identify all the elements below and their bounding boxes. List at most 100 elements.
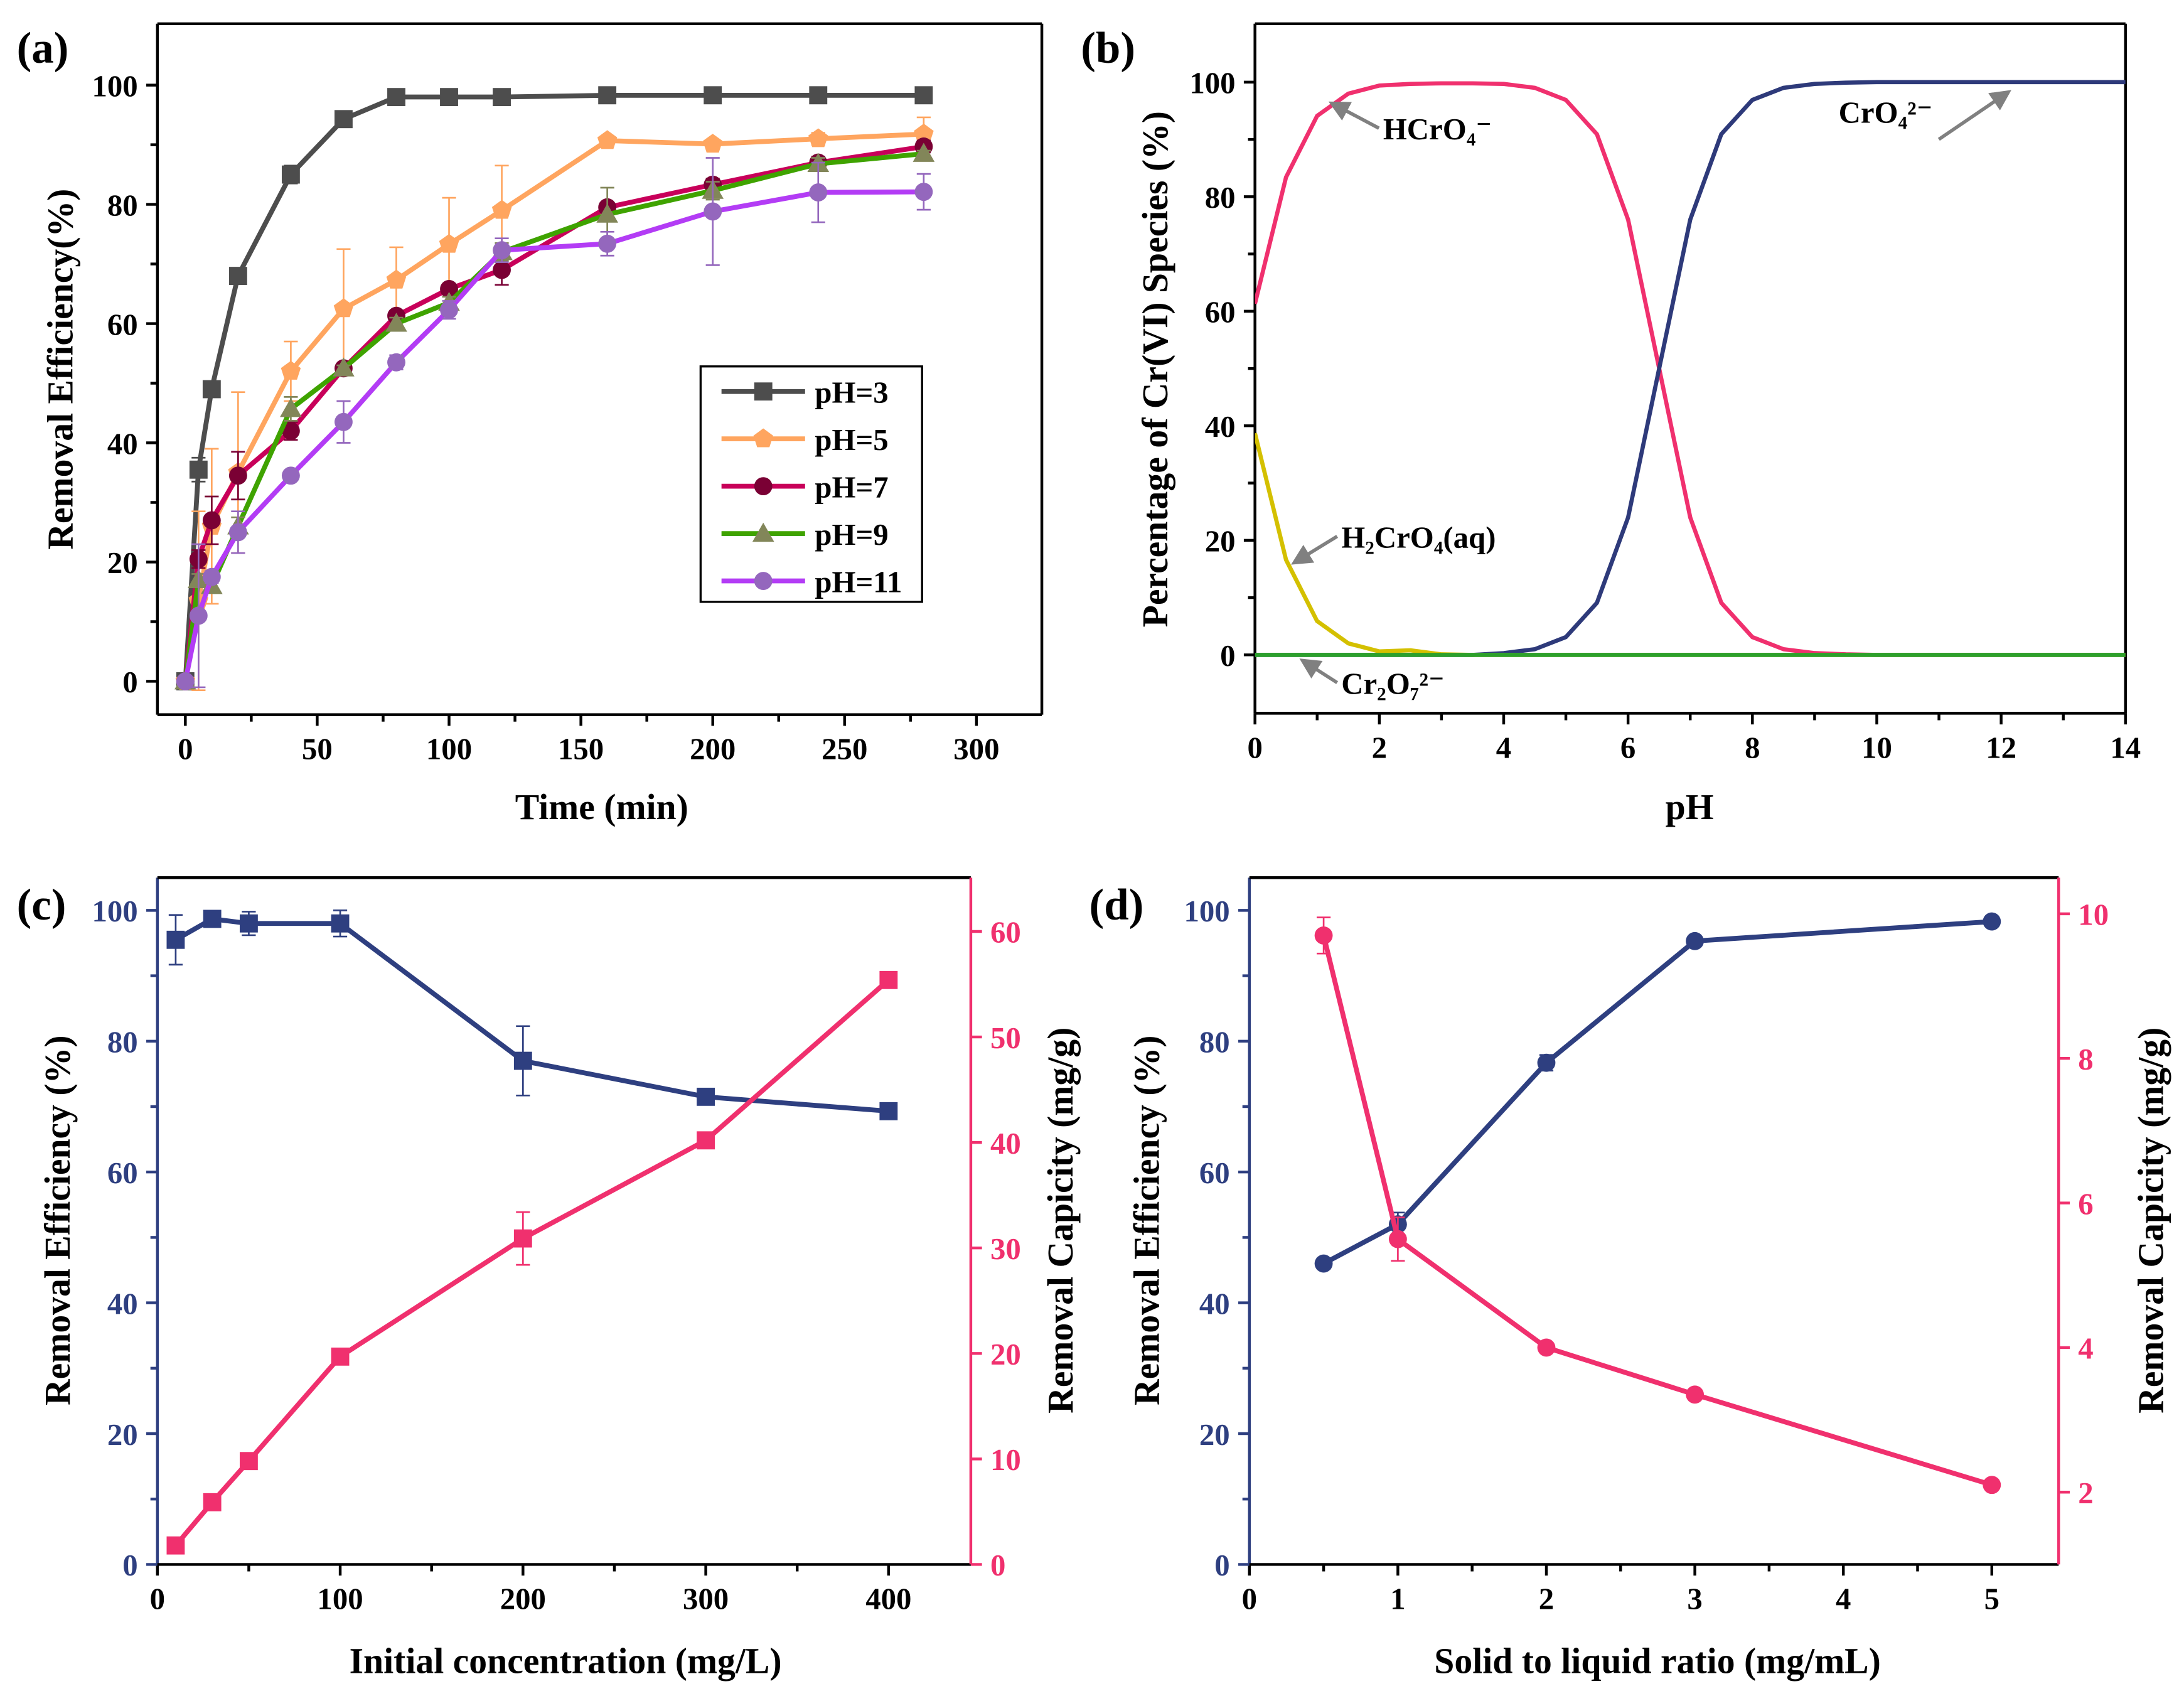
y-tick-label: 0 xyxy=(1220,638,1235,673)
x-tick-label: 0 xyxy=(1242,1581,1257,1616)
y-tick-label: 20 xyxy=(107,545,138,580)
data-point xyxy=(1983,912,2001,931)
series-group xyxy=(1314,912,2001,1494)
legend-label: pH=11 xyxy=(815,564,902,599)
data-point xyxy=(239,914,258,933)
x-tick-label: 300 xyxy=(953,732,999,766)
y-tick-label: 80 xyxy=(1205,180,1236,215)
series-line xyxy=(1322,919,1992,1266)
y-tick-label: 40 xyxy=(107,1286,138,1321)
data-point xyxy=(493,241,511,260)
panel-label: (a) xyxy=(17,24,69,73)
panel-c: (c) 0 100 200 300 400 0 20 40 60 80 100 0 10 20 30 40 50 6… xyxy=(17,876,1081,1682)
data-point xyxy=(1686,1385,1705,1404)
x-tick-label: 0 xyxy=(1247,730,1262,765)
series-group xyxy=(1255,80,2126,657)
data-point xyxy=(228,267,247,285)
data-point xyxy=(1388,1230,1407,1248)
series-group xyxy=(166,910,898,1555)
y2-tick-label: 20 xyxy=(990,1337,1021,1371)
data-point xyxy=(493,260,511,279)
y-tick-label: 80 xyxy=(107,188,138,222)
data-point xyxy=(331,914,350,933)
x-axis-title: Initial concentration (mg/L) xyxy=(350,1642,782,1682)
y2-tick-label: 0 xyxy=(990,1548,1005,1582)
data-point xyxy=(335,110,353,129)
series-line xyxy=(1255,81,2126,657)
data-point xyxy=(754,572,773,590)
legend-label: pH=5 xyxy=(815,422,888,457)
data-point xyxy=(596,203,618,223)
x-tick-label: 6 xyxy=(1620,730,1635,765)
y-tick-label: 80 xyxy=(1199,1025,1230,1060)
data-point xyxy=(281,422,300,440)
data-point xyxy=(513,1229,532,1248)
y-tick-label: 60 xyxy=(1205,295,1236,330)
y-tick-label: 60 xyxy=(107,307,138,341)
data-point xyxy=(331,1347,350,1366)
data-point xyxy=(879,970,898,989)
series-Removal Capicity xyxy=(166,970,898,1555)
data-point xyxy=(754,382,773,401)
data-point xyxy=(440,280,458,298)
y2-axis-title: Removal Capicity (mg/g) xyxy=(2132,1028,2171,1414)
x-tick-label: 50 xyxy=(302,732,333,766)
annotation-label: CrO₄²⁻ xyxy=(1839,95,1933,129)
series-line xyxy=(174,916,889,1114)
y-axis-title: Removal Efficiency (%) xyxy=(38,1035,78,1405)
x-tick-label: 12 xyxy=(1986,730,2016,765)
data-point xyxy=(913,142,935,162)
data-point xyxy=(202,511,221,530)
y-tick-label: 60 xyxy=(1199,1156,1230,1190)
x-tick-label: 10 xyxy=(1861,730,1892,765)
y2-tick-label: 4 xyxy=(2078,1331,2093,1366)
x-tick-label: 4 xyxy=(1836,1581,1851,1616)
y2-tick-label: 40 xyxy=(990,1126,1021,1161)
data-point xyxy=(491,200,512,219)
data-point xyxy=(440,88,458,107)
y-axis-title: Removal Efficiency (%) xyxy=(1128,1035,1167,1405)
x-axis-title: Time (min) xyxy=(515,788,688,827)
data-point xyxy=(280,398,302,417)
data-point xyxy=(203,1493,222,1511)
x-tick-label: 2 xyxy=(1539,1581,1554,1616)
y2-tick-label: 8 xyxy=(2078,1042,2093,1076)
data-point xyxy=(281,360,301,380)
data-point xyxy=(879,1102,898,1120)
legend-label: pH=9 xyxy=(815,517,888,552)
y-tick-label: 20 xyxy=(1205,524,1236,559)
y-tick-label: 40 xyxy=(107,426,138,461)
y-tick-label: 100 xyxy=(92,894,138,928)
y-tick-label: 100 xyxy=(1184,894,1230,928)
data-point xyxy=(335,412,353,431)
data-point xyxy=(439,233,459,253)
x-tick-label: 3 xyxy=(1687,1581,1702,1616)
data-point xyxy=(333,357,355,377)
data-point xyxy=(281,466,300,485)
x-tick-label: 4 xyxy=(1496,730,1511,765)
data-point xyxy=(440,301,458,319)
x-tick-label: 100 xyxy=(426,732,472,766)
data-point xyxy=(697,1087,715,1106)
data-point xyxy=(1983,1476,2001,1494)
data-point xyxy=(203,910,222,928)
data-point xyxy=(281,165,300,184)
data-point xyxy=(202,567,221,586)
y-axis-title: Removal Efficiency(%) xyxy=(41,189,80,550)
data-point xyxy=(914,183,933,201)
y-axis-title: Percentage of Cr(VI) Species (%) xyxy=(1136,111,1175,627)
y2-tick-label: 10 xyxy=(2078,898,2109,932)
y2-tick-label: 10 xyxy=(990,1442,1021,1477)
x-tick-label: 14 xyxy=(2110,730,2141,765)
data-point xyxy=(513,1051,532,1070)
data-point xyxy=(228,523,247,542)
y-tick-label: 60 xyxy=(107,1156,138,1190)
series-pH=11 xyxy=(176,157,933,690)
annotation-label: Cr₂O₇²⁻ xyxy=(1341,666,1445,700)
annotation-label: HCrO₄⁻ xyxy=(1383,112,1492,146)
y2-tick-label: 2 xyxy=(2078,1476,2093,1510)
data-point xyxy=(704,86,722,105)
series-Removal Efficiency xyxy=(166,910,898,1120)
y-tick-label: 0 xyxy=(1214,1548,1229,1582)
